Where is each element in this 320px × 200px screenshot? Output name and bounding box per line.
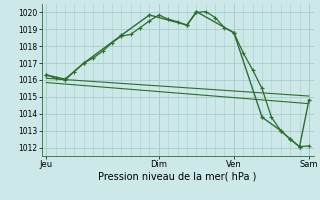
X-axis label: Pression niveau de la mer( hPa ): Pression niveau de la mer( hPa ): [99, 172, 257, 182]
